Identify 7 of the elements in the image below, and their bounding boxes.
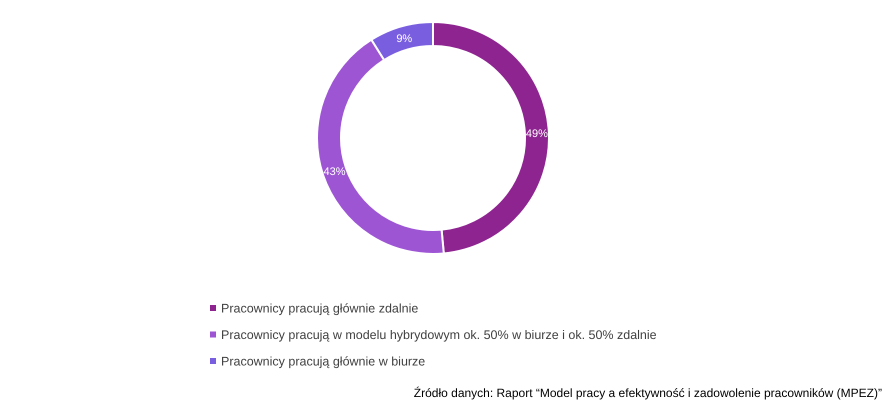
data-label: 49% bbox=[526, 128, 548, 140]
legend-label: Pracownicy pracują głównie w biurze bbox=[221, 354, 426, 368]
text: Źródło danych: Raport “Model pracy a efektywność i zadowolenie pracowników (MPEZ)” bbox=[414, 386, 882, 400]
legend-label: Pracownicy pracują głównie zdalnie bbox=[221, 301, 418, 316]
data-label: 43% bbox=[323, 166, 346, 178]
legend-label: Pracownicy pracują w modelu hybrydowym ok. 50% w biurze i ok. 50% zdalnie bbox=[221, 328, 657, 342]
data-label: 9% bbox=[396, 32, 412, 45]
